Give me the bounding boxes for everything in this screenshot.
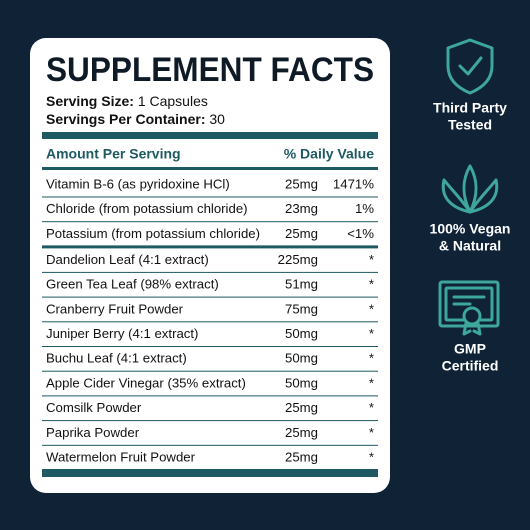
row-rule bbox=[42, 271, 378, 273]
header-rule bbox=[42, 167, 378, 170]
ingredient-amount: 25mg bbox=[285, 226, 318, 241]
facts-card bbox=[30, 38, 390, 493]
ingredient-dv: * bbox=[369, 351, 374, 366]
ingredient-name: Buchu Leaf (4:1 extract) bbox=[46, 351, 187, 366]
row-rule bbox=[42, 395, 378, 397]
ingredient-dv: * bbox=[369, 301, 374, 316]
amount-header: Amount Per Serving bbox=[46, 146, 181, 162]
servings-value: 30 bbox=[209, 111, 225, 127]
ingredient-name: Paprika Powder bbox=[46, 425, 140, 440]
row-rule bbox=[42, 296, 378, 298]
ingredient-amount: 50mg bbox=[285, 351, 318, 366]
ingredient-dv: * bbox=[369, 326, 374, 341]
ingredient-name: Green Tea Leaf (98% extract) bbox=[46, 277, 219, 292]
row-rule bbox=[42, 346, 378, 347]
servings-per-container: Servings Per Container: 30 bbox=[46, 111, 225, 127]
servings-label: Servings Per Container: bbox=[46, 111, 206, 127]
ingredient-name: Watermelon Fruit Powder bbox=[46, 449, 196, 464]
badge-label: Tested bbox=[448, 117, 492, 133]
ingredient-amount: 51mg bbox=[285, 277, 318, 292]
ingredient-name: Chloride (from potassium chloride) bbox=[46, 201, 248, 216]
ingredient-dv: 1471% bbox=[333, 176, 374, 191]
title: SUPPLEMENT FACTS bbox=[46, 51, 374, 89]
leaf-icon bbox=[441, 164, 499, 214]
serving-size-value: 1 Capsules bbox=[138, 93, 208, 109]
thick-rule bbox=[42, 132, 378, 139]
ingredient-dv: * bbox=[369, 449, 374, 464]
badge-label: & Natural bbox=[439, 238, 501, 254]
ingredient-amount: 25mg bbox=[285, 449, 318, 464]
ingredient-name: Juniper Berry (4:1 extract) bbox=[46, 326, 198, 341]
ingredient-dv: * bbox=[369, 425, 374, 440]
shield-icon bbox=[446, 38, 494, 95]
ingredient-name: Dandelion Leaf (4:1 extract) bbox=[46, 252, 209, 267]
row-rule bbox=[42, 321, 378, 323]
ingredient-dv: * bbox=[369, 375, 374, 390]
ingredient-amount: 23mg bbox=[285, 201, 318, 216]
group-rule bbox=[42, 245, 378, 249]
row-rule bbox=[42, 444, 378, 446]
ingredient-name: Comsilk Powder bbox=[46, 400, 142, 415]
ingredient-name: Vitamin B-6 (as pyridoxine HCl) bbox=[46, 176, 230, 191]
ingredient-amount: 25mg bbox=[285, 425, 318, 440]
badge-label: 100% Vegan bbox=[430, 221, 511, 237]
dv-header: % Daily Value bbox=[284, 146, 374, 162]
row-rule bbox=[42, 420, 378, 422]
ingredient-name: Cranberry Fruit Powder bbox=[46, 301, 184, 316]
ingredient-amount: 50mg bbox=[285, 375, 318, 390]
serving-size: Serving Size: 1 Capsules bbox=[46, 93, 208, 109]
rows: Vitamin B-6 (as pyridoxine HCl) 25mg 1471%… bbox=[42, 176, 378, 477]
ingredient-amount: 25mg bbox=[285, 176, 318, 191]
row-rule bbox=[42, 221, 378, 223]
badge-label: Third Party bbox=[433, 100, 507, 116]
ingredient-dv: * bbox=[369, 400, 374, 415]
ingredient-dv: * bbox=[369, 252, 374, 267]
ingredient-amount: 75mg bbox=[285, 301, 318, 316]
badge-label: Certified bbox=[442, 358, 499, 374]
ingredient-name: Apple Cider Vinegar (35% extract) bbox=[46, 375, 246, 390]
bottom-rule bbox=[42, 469, 378, 477]
ingredient-amount: 25mg bbox=[285, 400, 318, 415]
row-rule bbox=[42, 370, 378, 372]
row-rule bbox=[42, 196, 378, 198]
ingredient-dv: 1% bbox=[355, 201, 374, 216]
ingredient-dv: * bbox=[369, 277, 374, 292]
certificate-icon bbox=[438, 280, 500, 336]
serving-size-label: Serving Size: bbox=[46, 93, 134, 109]
ingredient-amount: 50mg bbox=[285, 326, 318, 341]
ingredient-amount: 225mg bbox=[278, 252, 318, 267]
ingredient-dv: <1% bbox=[347, 226, 374, 241]
ingredient-name: Potassium (from potassium chloride) bbox=[46, 226, 260, 241]
badge-label: GMP bbox=[454, 341, 486, 357]
